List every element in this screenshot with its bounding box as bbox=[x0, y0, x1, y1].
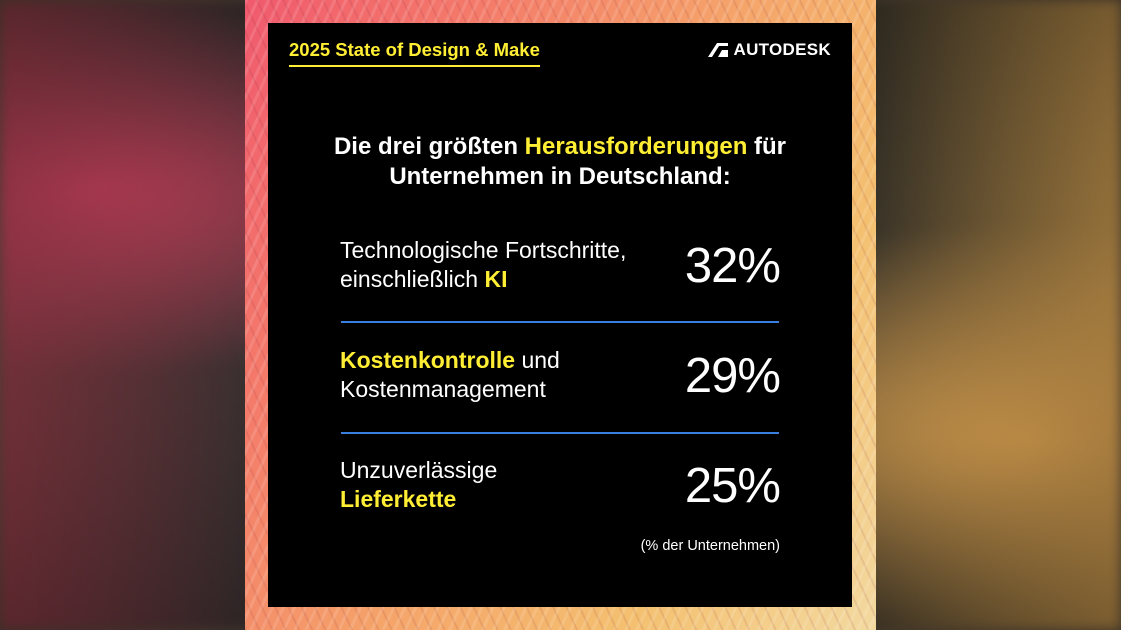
challenge-text: Technologische Fortschritte, bbox=[340, 237, 627, 263]
challenge-highlight: KI bbox=[484, 266, 508, 292]
challenge-label: Kostenkontrolle und Kostenmanagement bbox=[340, 346, 670, 404]
challenge-text: Kostenmanagement bbox=[340, 376, 546, 402]
challenge-percentage: 29% bbox=[684, 349, 781, 403]
challenge-highlight: Lieferkette bbox=[340, 486, 457, 512]
challenge-text-line-2: einschließlich KI bbox=[340, 265, 670, 294]
challenge-percentage: 25% bbox=[684, 459, 781, 513]
headline-text: Die drei größten bbox=[333, 133, 525, 160]
divider-1 bbox=[341, 321, 779, 323]
challenge-highlight: Kostenkontrolle bbox=[340, 347, 516, 373]
headline-line-2: Unternehmen in Deutschland: bbox=[389, 163, 731, 190]
headline-highlight: Herausforderungen bbox=[524, 133, 748, 160]
headline-text-end: für bbox=[747, 133, 787, 160]
divider-2 bbox=[341, 432, 779, 434]
brand-name: AUTODESK bbox=[733, 40, 831, 59]
challenge-percentage: 32% bbox=[684, 239, 781, 293]
report-title: 2025 State of Design & Make bbox=[289, 39, 540, 67]
challenge-text: einschließlich bbox=[340, 266, 485, 292]
footnote: (% der Unternehmen) bbox=[640, 538, 780, 554]
autodesk-logo-icon bbox=[707, 43, 728, 57]
challenge-label: Unzuverlässige Lieferkette bbox=[340, 456, 670, 514]
challenge-row-2: Kostenkontrolle und Kostenmanagement 29% bbox=[340, 346, 781, 418]
challenge-row-3: Unzuverlässige Lieferkette 25% bbox=[340, 456, 781, 528]
challenge-label: Technologische Fortschritte, einschließl… bbox=[340, 236, 670, 294]
challenge-text: und bbox=[515, 347, 560, 373]
challenge-text: Unzuverlässige bbox=[340, 457, 498, 483]
headline: Die drei größten Herausforderungen für U… bbox=[268, 132, 852, 192]
infographic-panel: 2025 State of Design & Make AUTODESK Die… bbox=[268, 23, 852, 607]
headline-line-1: Die drei größten Herausforderungen für bbox=[268, 132, 852, 162]
challenge-text-line-1: Kostenkontrolle und bbox=[340, 346, 670, 375]
autodesk-logo: AUTODESK bbox=[707, 40, 832, 60]
challenge-row-1: Technologische Fortschritte, einschließl… bbox=[340, 236, 781, 308]
challenge-text-line-2: Lieferkette bbox=[340, 485, 670, 514]
